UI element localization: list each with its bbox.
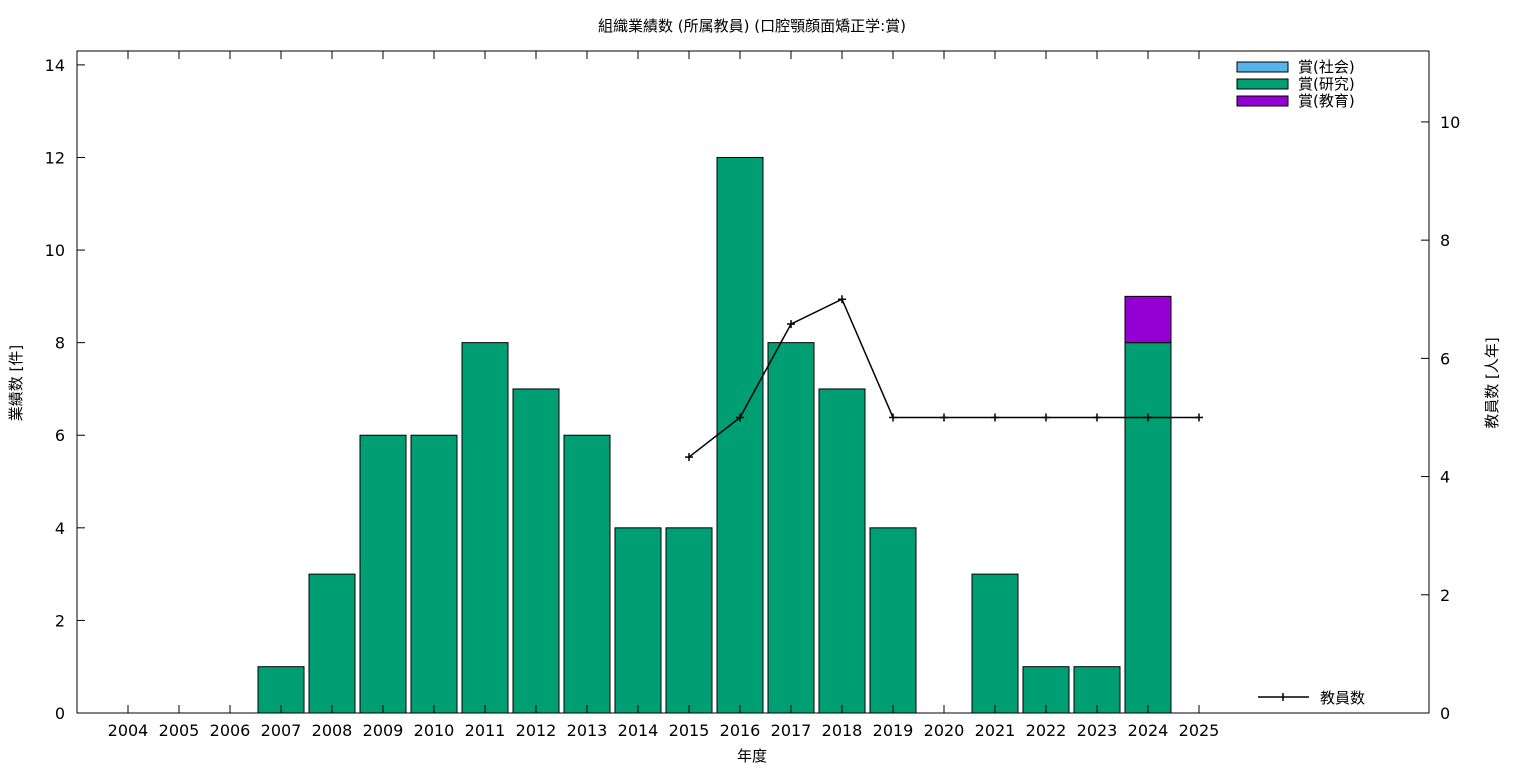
- axes-layer: 0 2 4 6 8 10 12 14 0 2 4 6 8 10 2004 2005 2006 2007 2008 20…: [45, 50, 1460, 740]
- line-teachers: [688, 298, 1199, 458]
- bar-2016-series-1: [716, 156, 764, 714]
- x-tick-label-2024: 2024: [1128, 721, 1169, 740]
- bar-2009-series-1: [359, 434, 407, 714]
- y-axis-label: 業績数 [件]: [7, 345, 25, 421]
- line-point-2021: [991, 413, 999, 422]
- bar-2008-series-1: [308, 573, 356, 714]
- legend-line-label: 教員数: [1320, 689, 1365, 707]
- x-tick-label-2006: 2006: [210, 721, 251, 740]
- legend-swatch-2: [1236, 95, 1289, 107]
- y2-tick-label-2: 2: [1440, 586, 1450, 605]
- x-axis-label: 年度: [737, 747, 767, 765]
- y-tick-label-2: 2: [55, 611, 65, 630]
- x-tick-label-2011: 2011: [465, 721, 506, 740]
- y-tick-label-0: 0: [55, 704, 65, 723]
- x-tick-label-2021: 2021: [975, 721, 1016, 740]
- bar-2014-series-1: [614, 527, 662, 714]
- x-tick-label-2013: 2013: [567, 721, 608, 740]
- legend-item-0: 賞(社会): [1236, 58, 1355, 76]
- bar-2018-series-1: [818, 388, 866, 714]
- bar-2023-series-1: [1073, 666, 1121, 714]
- x-tick-label-2020: 2020: [924, 721, 965, 740]
- legend-swatch-1: [1236, 78, 1289, 90]
- bar-2017-series-1: [767, 342, 815, 714]
- bar-2019-series-1: [869, 527, 917, 714]
- x-tick-label-2025: 2025: [1179, 721, 1220, 740]
- y2-tick-label-8: 8: [1440, 231, 1450, 250]
- line-point-2020: [940, 413, 948, 422]
- legend-swatch-0: [1236, 61, 1289, 73]
- x-tick-label-2005: 2005: [159, 721, 200, 740]
- x-tick-label-2017: 2017: [771, 721, 812, 740]
- legend-item-2: 賞(教育): [1236, 92, 1355, 110]
- x-tick-label-2015: 2015: [669, 721, 710, 740]
- line-point-2015: [685, 453, 693, 462]
- y2-tick-label-0: 0: [1440, 704, 1450, 723]
- y-tick-label-4: 4: [55, 519, 65, 538]
- line-point-2023: [1093, 413, 1101, 422]
- x-tick-label-2008: 2008: [312, 721, 353, 740]
- line-point-2017: [787, 320, 795, 329]
- x-tick-label-2014: 2014: [618, 721, 659, 740]
- x-tick-label-2007: 2007: [261, 721, 302, 740]
- bar-2013-series-1: [563, 434, 611, 714]
- bar-2021-series-1: [971, 573, 1019, 714]
- bar-2011-series-1: [461, 342, 509, 714]
- x-tick-label-2010: 2010: [414, 721, 455, 740]
- y2-tick-label-6: 6: [1440, 349, 1450, 368]
- y-tick-label-12: 12: [45, 148, 65, 167]
- legend-label-0: 賞(社会): [1298, 58, 1355, 76]
- bar-2010-series-1: [410, 434, 458, 714]
- y-tick-label-6: 6: [55, 426, 65, 445]
- line-point-2022: [1042, 413, 1050, 422]
- y2-tick-label-4: 4: [1440, 468, 1450, 487]
- x-tick-label-2009: 2009: [363, 721, 404, 740]
- x-tick-label-2023: 2023: [1077, 721, 1118, 740]
- x-tick-label-2012: 2012: [516, 721, 557, 740]
- bars-layer: [257, 156, 1172, 714]
- line-point-2016: [736, 413, 744, 422]
- chart-title: 組織業績数 (所属教員) (口腔顎顔面矯正学:賞): [598, 17, 906, 35]
- x-tick-label-2018: 2018: [822, 721, 863, 740]
- x-tick-label-2016: 2016: [720, 721, 761, 740]
- line-point-2024: [1144, 413, 1152, 422]
- bar-2015-series-1: [665, 527, 713, 714]
- legend-label-2: 賞(教育): [1298, 92, 1355, 110]
- bar-2012-series-1: [512, 388, 560, 714]
- legend-item-line: 教員数: [1258, 689, 1365, 707]
- x-tick-label-2004: 2004: [108, 721, 149, 740]
- y2-axis-label: 教員数 [人年]: [1483, 337, 1501, 428]
- y-tick-label-8: 8: [55, 334, 65, 353]
- y2-tick-label-10: 10: [1440, 113, 1460, 132]
- plot-border: [76, 50, 1430, 714]
- x-tick-label-2019: 2019: [873, 721, 914, 740]
- legend-label-1: 賞(研究): [1298, 75, 1355, 93]
- legend: 賞(社会)賞(研究)賞(教育) 教員数: [1236, 58, 1365, 707]
- bar-2024-series-2: [1124, 295, 1172, 344]
- bar-2024-series-1: [1124, 342, 1172, 714]
- x-tick-label-2022: 2022: [1026, 721, 1067, 740]
- line-point-2018: [838, 295, 846, 304]
- legend-item-1: 賞(研究): [1236, 75, 1355, 93]
- y-tick-label-14: 14: [45, 56, 65, 75]
- line-point-2019: [889, 413, 897, 422]
- y-tick-label-10: 10: [45, 241, 65, 260]
- line-layer: [685, 295, 1203, 462]
- line-point-2025: [1195, 413, 1203, 422]
